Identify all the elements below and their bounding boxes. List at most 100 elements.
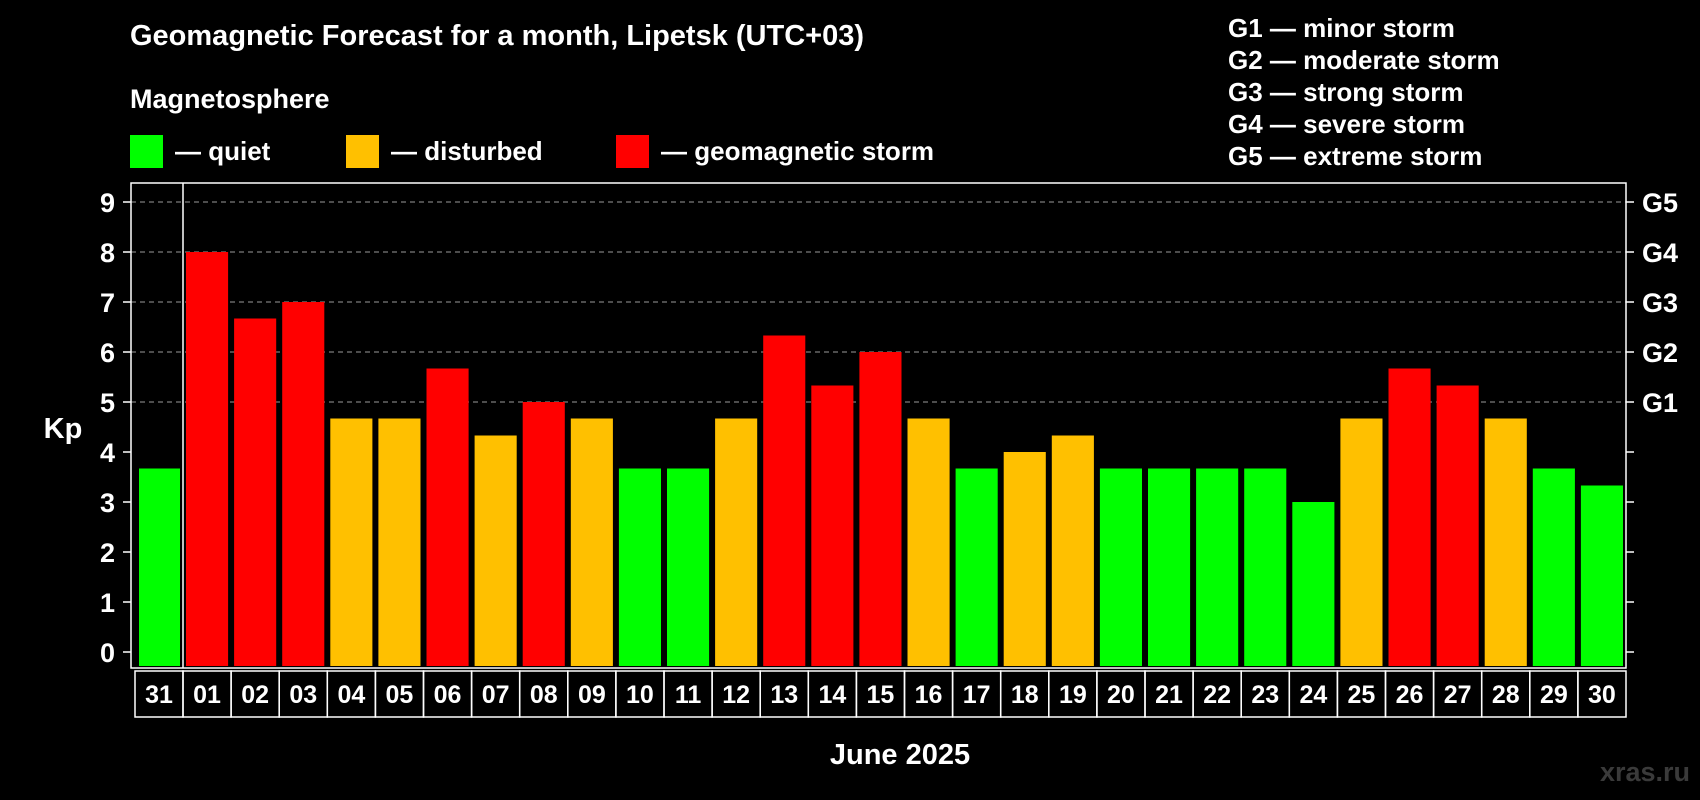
legend-storm: — geomagnetic storm [616, 134, 934, 168]
bar-05 [378, 418, 421, 666]
legend-disturbed-swatch [346, 134, 379, 168]
plot-frame [130, 182, 1627, 669]
legend-storm-label: — geomagnetic storm [661, 135, 935, 166]
g-tick-label: G5 [1642, 188, 1678, 218]
g-tick-label: G4 [1642, 238, 1678, 268]
bar-18 [1003, 452, 1046, 666]
bar-09 [570, 418, 613, 666]
bar-25 [1340, 418, 1383, 666]
bar-24 [1292, 502, 1335, 666]
y-tick-label: 9 [100, 188, 115, 218]
g-scale-g5: G5 — extreme storm [1228, 141, 1483, 171]
legend-quiet-label: — quiet [175, 135, 271, 166]
x-tick-label: 17 [963, 681, 991, 709]
y-tick-label: 3 [100, 488, 115, 518]
x-tick-label: 28 [1492, 681, 1520, 709]
bar-22 [1196, 468, 1239, 666]
watermark: xras.ru [1599, 757, 1690, 787]
bar-13 [763, 335, 806, 666]
x-tick-label: 24 [1299, 681, 1327, 709]
x-tick-label: 30 [1588, 681, 1616, 709]
x-tick-label: 03 [289, 681, 317, 709]
g-tick-label: G3 [1642, 288, 1678, 318]
bar-02 [234, 318, 277, 666]
x-axis-label: June 2025 [830, 739, 970, 771]
bar-20 [1099, 468, 1142, 666]
bar-06 [426, 368, 469, 666]
x-tick-label: 25 [1348, 681, 1376, 709]
x-tick-label: 22 [1203, 681, 1231, 709]
bar-04 [330, 418, 373, 666]
bar-29 [1532, 468, 1575, 666]
x-tick-label: 29 [1540, 681, 1568, 709]
x-tick-label: 08 [530, 681, 558, 709]
x-tick-label: 09 [578, 681, 606, 709]
bar-31 [139, 468, 180, 666]
g-scale-g1: G1 — minor storm [1228, 13, 1455, 43]
x-tick-label: 10 [626, 681, 654, 709]
x-tick-label: 18 [1011, 681, 1039, 709]
bar-10 [618, 468, 661, 666]
x-tick-label: 11 [675, 681, 702, 709]
day-box-30 [1577, 670, 1627, 718]
x-tick-label: 06 [434, 681, 462, 709]
g-scale-g2: G2 — moderate storm [1228, 45, 1500, 75]
bar-07 [474, 435, 517, 666]
y-axis-label: Kp [44, 413, 83, 445]
bar-11 [667, 468, 710, 666]
x-tick-label: 04 [337, 681, 365, 709]
chart-subtitle: Magnetosphere [130, 84, 330, 114]
bar-17 [955, 468, 998, 666]
bar-23 [1244, 468, 1287, 666]
legend-disturbed: — disturbed [346, 134, 543, 168]
bar-16 [907, 418, 950, 666]
bar-28 [1484, 418, 1527, 666]
x-tick-label: 27 [1444, 681, 1472, 709]
x-tick-label: 01 [193, 681, 221, 709]
bar-30 [1580, 485, 1623, 666]
g-scale-g3: G3 — strong storm [1228, 77, 1464, 107]
bar-15 [859, 352, 902, 666]
x-tick-label: 05 [386, 681, 414, 709]
y-tick-label: 0 [100, 638, 115, 668]
g-scale-g4: G4 — severe storm [1228, 109, 1466, 139]
g-scale-legend: G1 — minor storm G2 — moderate storm G3 … [1228, 12, 1500, 172]
bar-03 [282, 302, 325, 666]
bar-14 [811, 385, 854, 666]
x-tick-label: 02 [241, 681, 269, 709]
y-tick-label: 4 [100, 438, 115, 468]
x-tick-label: 19 [1059, 681, 1087, 709]
g-tick-label: G2 [1642, 338, 1678, 368]
x-tick-label: 26 [1396, 681, 1424, 709]
bar-26 [1388, 368, 1431, 666]
legend-storm-swatch [616, 134, 649, 168]
x-tick-label: 14 [818, 681, 846, 709]
y-tick-label: 6 [100, 338, 115, 368]
y-tick-label: 8 [100, 238, 115, 268]
x-tick-label: 20 [1107, 681, 1135, 709]
x-tick-label: 31 [145, 681, 173, 709]
legend-disturbed-label: — disturbed [391, 135, 543, 166]
x-tick-label: 16 [915, 681, 943, 709]
bar-12 [715, 418, 758, 666]
y-tick-label: 5 [100, 388, 115, 418]
bar-27 [1436, 385, 1479, 666]
bar-19 [1051, 435, 1094, 666]
x-tick-label: 13 [770, 681, 798, 709]
x-tick-label: 15 [867, 681, 895, 709]
y-tick-label: 2 [100, 538, 115, 568]
x-tick-label: 12 [722, 681, 750, 709]
x-tick-label: 23 [1251, 681, 1279, 709]
y-tick-label: 1 [100, 588, 115, 618]
y-tick-label: 7 [100, 288, 115, 318]
x-tick-label: 07 [482, 681, 510, 709]
bar-08 [522, 402, 565, 666]
bar-21 [1148, 468, 1191, 666]
bar-01 [186, 252, 229, 666]
legend-quiet: — quiet [130, 134, 270, 168]
g-tick-label: G1 [1642, 388, 1678, 418]
legend-quiet-swatch [130, 134, 163, 168]
x-tick-label: 21 [1155, 681, 1183, 709]
chart-title: Geomagnetic Forecast for a month, Lipets… [130, 20, 865, 52]
